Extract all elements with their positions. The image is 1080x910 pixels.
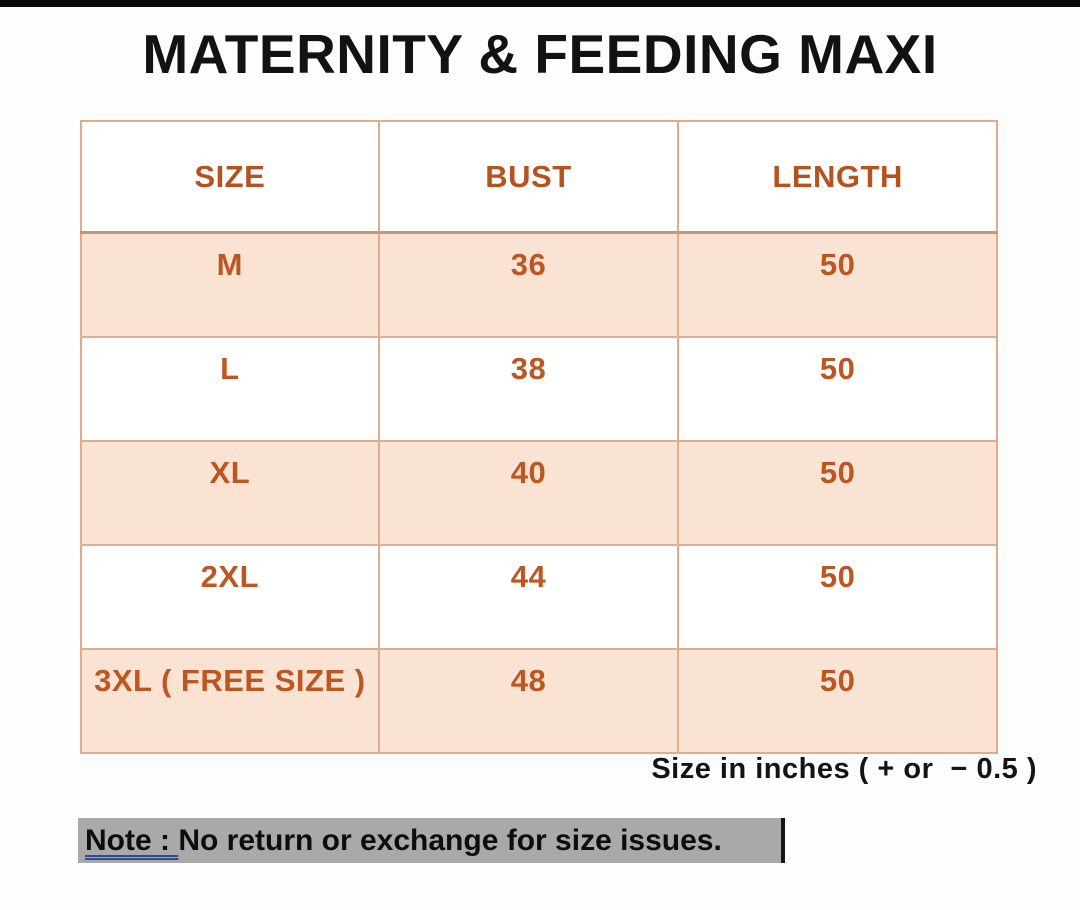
table-header-row: SIZE BUST LENGTH (80, 120, 998, 234)
column-header-size: SIZE (80, 120, 380, 234)
size-chart-table: SIZE BUST LENGTH M 36 50 L 38 50 XL 40 5… (80, 120, 998, 754)
length-cell: 50 (677, 647, 998, 754)
size-cell: L (80, 335, 380, 442)
top-border-bar (0, 0, 1080, 7)
bust-cell: 36 (377, 231, 680, 338)
table-row: XL 40 50 (80, 439, 998, 546)
length-cell: 50 (677, 335, 998, 442)
page-title: MATERNITY & FEEDING MAXI (142, 23, 938, 85)
size-cell: 3XL ( FREE SIZE ) (80, 647, 380, 754)
note-text: No return or exchange for size issues. (178, 823, 722, 857)
size-cell: XL (80, 439, 380, 546)
bust-cell: 44 (377, 543, 680, 650)
bust-cell: 48 (377, 647, 680, 754)
bust-cell: 40 (377, 439, 680, 546)
table-row: M 36 50 (80, 231, 998, 338)
length-cell: 50 (677, 439, 998, 546)
length-cell: 50 (677, 231, 998, 338)
table-row: 3XL ( FREE SIZE ) 48 50 (80, 647, 998, 754)
length-cell: 50 (677, 543, 998, 650)
table-row: 2XL 44 50 (80, 543, 998, 650)
column-header-length: LENGTH (677, 120, 998, 234)
size-cell: M (80, 231, 380, 338)
bust-cell: 38 (377, 335, 680, 442)
note-banner: Note : No return or exchange for size is… (78, 818, 785, 863)
table-row: L 38 50 (80, 335, 998, 442)
column-header-bust: BUST (377, 120, 680, 234)
note-label: Note : (85, 823, 179, 857)
text-cursor (781, 818, 785, 863)
size-cell: 2XL (80, 543, 380, 650)
units-caption: Size in inches ( + or − 0.5 ) (651, 753, 1037, 785)
